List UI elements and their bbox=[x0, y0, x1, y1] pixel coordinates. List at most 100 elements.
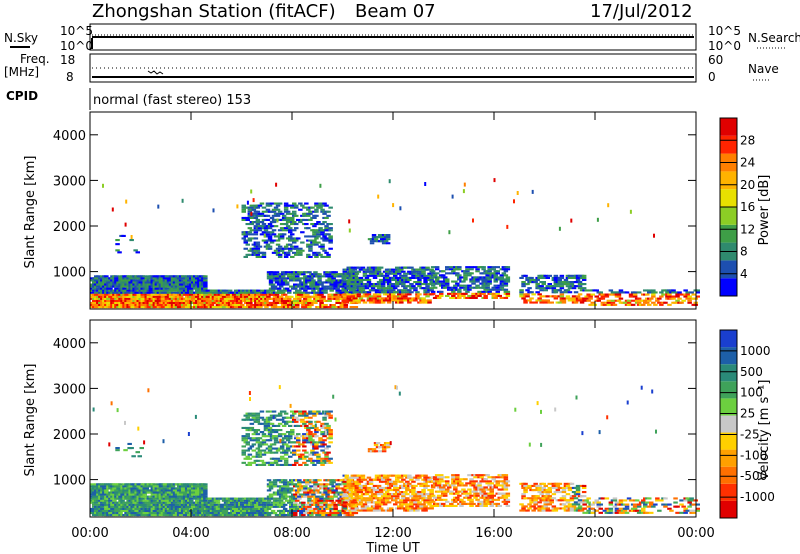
echo-cell bbox=[634, 299, 640, 302]
echo-cell bbox=[106, 279, 111, 282]
echo-cell bbox=[386, 301, 392, 304]
echo-cell bbox=[630, 299, 636, 302]
echo-cell bbox=[178, 512, 184, 515]
echo-cell bbox=[608, 289, 614, 292]
echo-cell bbox=[329, 507, 334, 510]
echo-cell bbox=[290, 245, 295, 248]
echo-cell bbox=[242, 512, 247, 515]
echo-cell bbox=[257, 455, 263, 458]
echo-cell bbox=[310, 243, 315, 246]
echo-cell bbox=[283, 208, 289, 211]
echo-cell bbox=[243, 255, 248, 258]
echo-cell bbox=[265, 410, 271, 413]
echo-cell bbox=[497, 294, 502, 297]
echo-cell bbox=[130, 235, 133, 239]
echo-cell bbox=[263, 435, 269, 438]
echo-cell bbox=[307, 505, 312, 508]
echo-cell bbox=[539, 301, 544, 304]
echo-cell bbox=[436, 296, 442, 299]
echo-cell bbox=[465, 290, 470, 293]
echo-cell bbox=[275, 235, 281, 238]
colorbar-segment bbox=[720, 224, 737, 243]
echo-cell bbox=[277, 255, 283, 258]
echo-cell bbox=[178, 514, 184, 517]
echo-cell bbox=[645, 293, 650, 296]
echo-cell bbox=[251, 433, 257, 436]
echo-cell bbox=[288, 235, 293, 238]
echo-cell bbox=[294, 206, 299, 209]
echo-cell bbox=[136, 489, 141, 492]
echo-cell bbox=[382, 287, 388, 290]
echo-cell bbox=[247, 457, 253, 460]
echo-cell bbox=[350, 283, 356, 286]
echo-cell bbox=[343, 306, 348, 309]
echo-cell bbox=[269, 225, 275, 228]
echo-cell bbox=[277, 412, 283, 415]
echo-cell bbox=[423, 278, 428, 281]
echo-cell bbox=[273, 447, 279, 450]
echo-cell bbox=[471, 292, 476, 295]
echo-cell bbox=[282, 493, 288, 496]
echo-cell bbox=[134, 509, 139, 512]
echo-cell bbox=[362, 274, 368, 277]
echo-cell bbox=[417, 293, 422, 296]
echo-cell bbox=[263, 426, 269, 429]
echo-cell bbox=[434, 272, 440, 275]
echo-cell bbox=[430, 290, 436, 293]
echo-cell bbox=[284, 487, 290, 490]
echo-cell bbox=[328, 237, 333, 240]
echo-cell bbox=[307, 499, 312, 502]
echo-cell bbox=[243, 235, 248, 238]
echo-cell bbox=[283, 459, 289, 462]
echo-cell bbox=[275, 457, 281, 460]
echo-cell bbox=[505, 280, 511, 283]
echo-cell bbox=[282, 514, 288, 517]
echo-cell bbox=[261, 223, 267, 226]
echo-cell bbox=[243, 247, 248, 250]
echo-cell bbox=[274, 499, 280, 502]
echo-cell bbox=[270, 271, 276, 274]
echo-cell bbox=[280, 281, 286, 284]
echo-cell bbox=[457, 268, 462, 271]
echo-cell bbox=[112, 487, 117, 490]
echo-cell bbox=[267, 445, 273, 448]
echo-cell bbox=[267, 235, 273, 238]
echo-cell bbox=[325, 512, 330, 515]
echo-cell bbox=[335, 512, 340, 515]
echo-cell bbox=[393, 297, 398, 300]
echo-cell bbox=[255, 249, 261, 252]
echo-cell bbox=[602, 303, 608, 306]
echo-cell bbox=[445, 284, 450, 287]
echo-cell bbox=[308, 210, 313, 213]
echo-cell bbox=[115, 249, 120, 252]
echo-cell bbox=[321, 512, 326, 515]
echo-cell bbox=[483, 294, 488, 297]
echo-cell bbox=[319, 505, 324, 508]
echo-cell bbox=[252, 198, 255, 203]
echo-cell bbox=[303, 495, 308, 498]
echo-cell bbox=[247, 412, 253, 415]
echo-cell bbox=[324, 225, 329, 228]
echo-cell bbox=[264, 509, 269, 512]
echo-cell bbox=[467, 294, 472, 297]
echo-cell bbox=[256, 289, 261, 292]
echo-cell bbox=[328, 206, 333, 209]
echo-cell bbox=[364, 276, 370, 279]
echo-cell bbox=[457, 274, 462, 277]
echo-cell bbox=[244, 295, 249, 298]
echo-cell bbox=[350, 270, 356, 273]
echo-cell bbox=[333, 285, 338, 288]
echo-cell bbox=[320, 231, 325, 234]
echo-cell bbox=[319, 293, 324, 296]
echo-cell bbox=[116, 485, 121, 488]
echo-cell bbox=[581, 274, 587, 277]
echo-cell bbox=[110, 299, 115, 302]
echo-cell bbox=[326, 255, 331, 258]
echo-cell bbox=[317, 281, 322, 284]
echo-cell bbox=[600, 297, 606, 300]
echo-cell bbox=[439, 294, 444, 297]
echo-cell bbox=[249, 418, 255, 421]
echo-cell bbox=[298, 251, 303, 254]
echo-cell bbox=[189, 289, 194, 292]
echo-cell bbox=[380, 274, 386, 277]
